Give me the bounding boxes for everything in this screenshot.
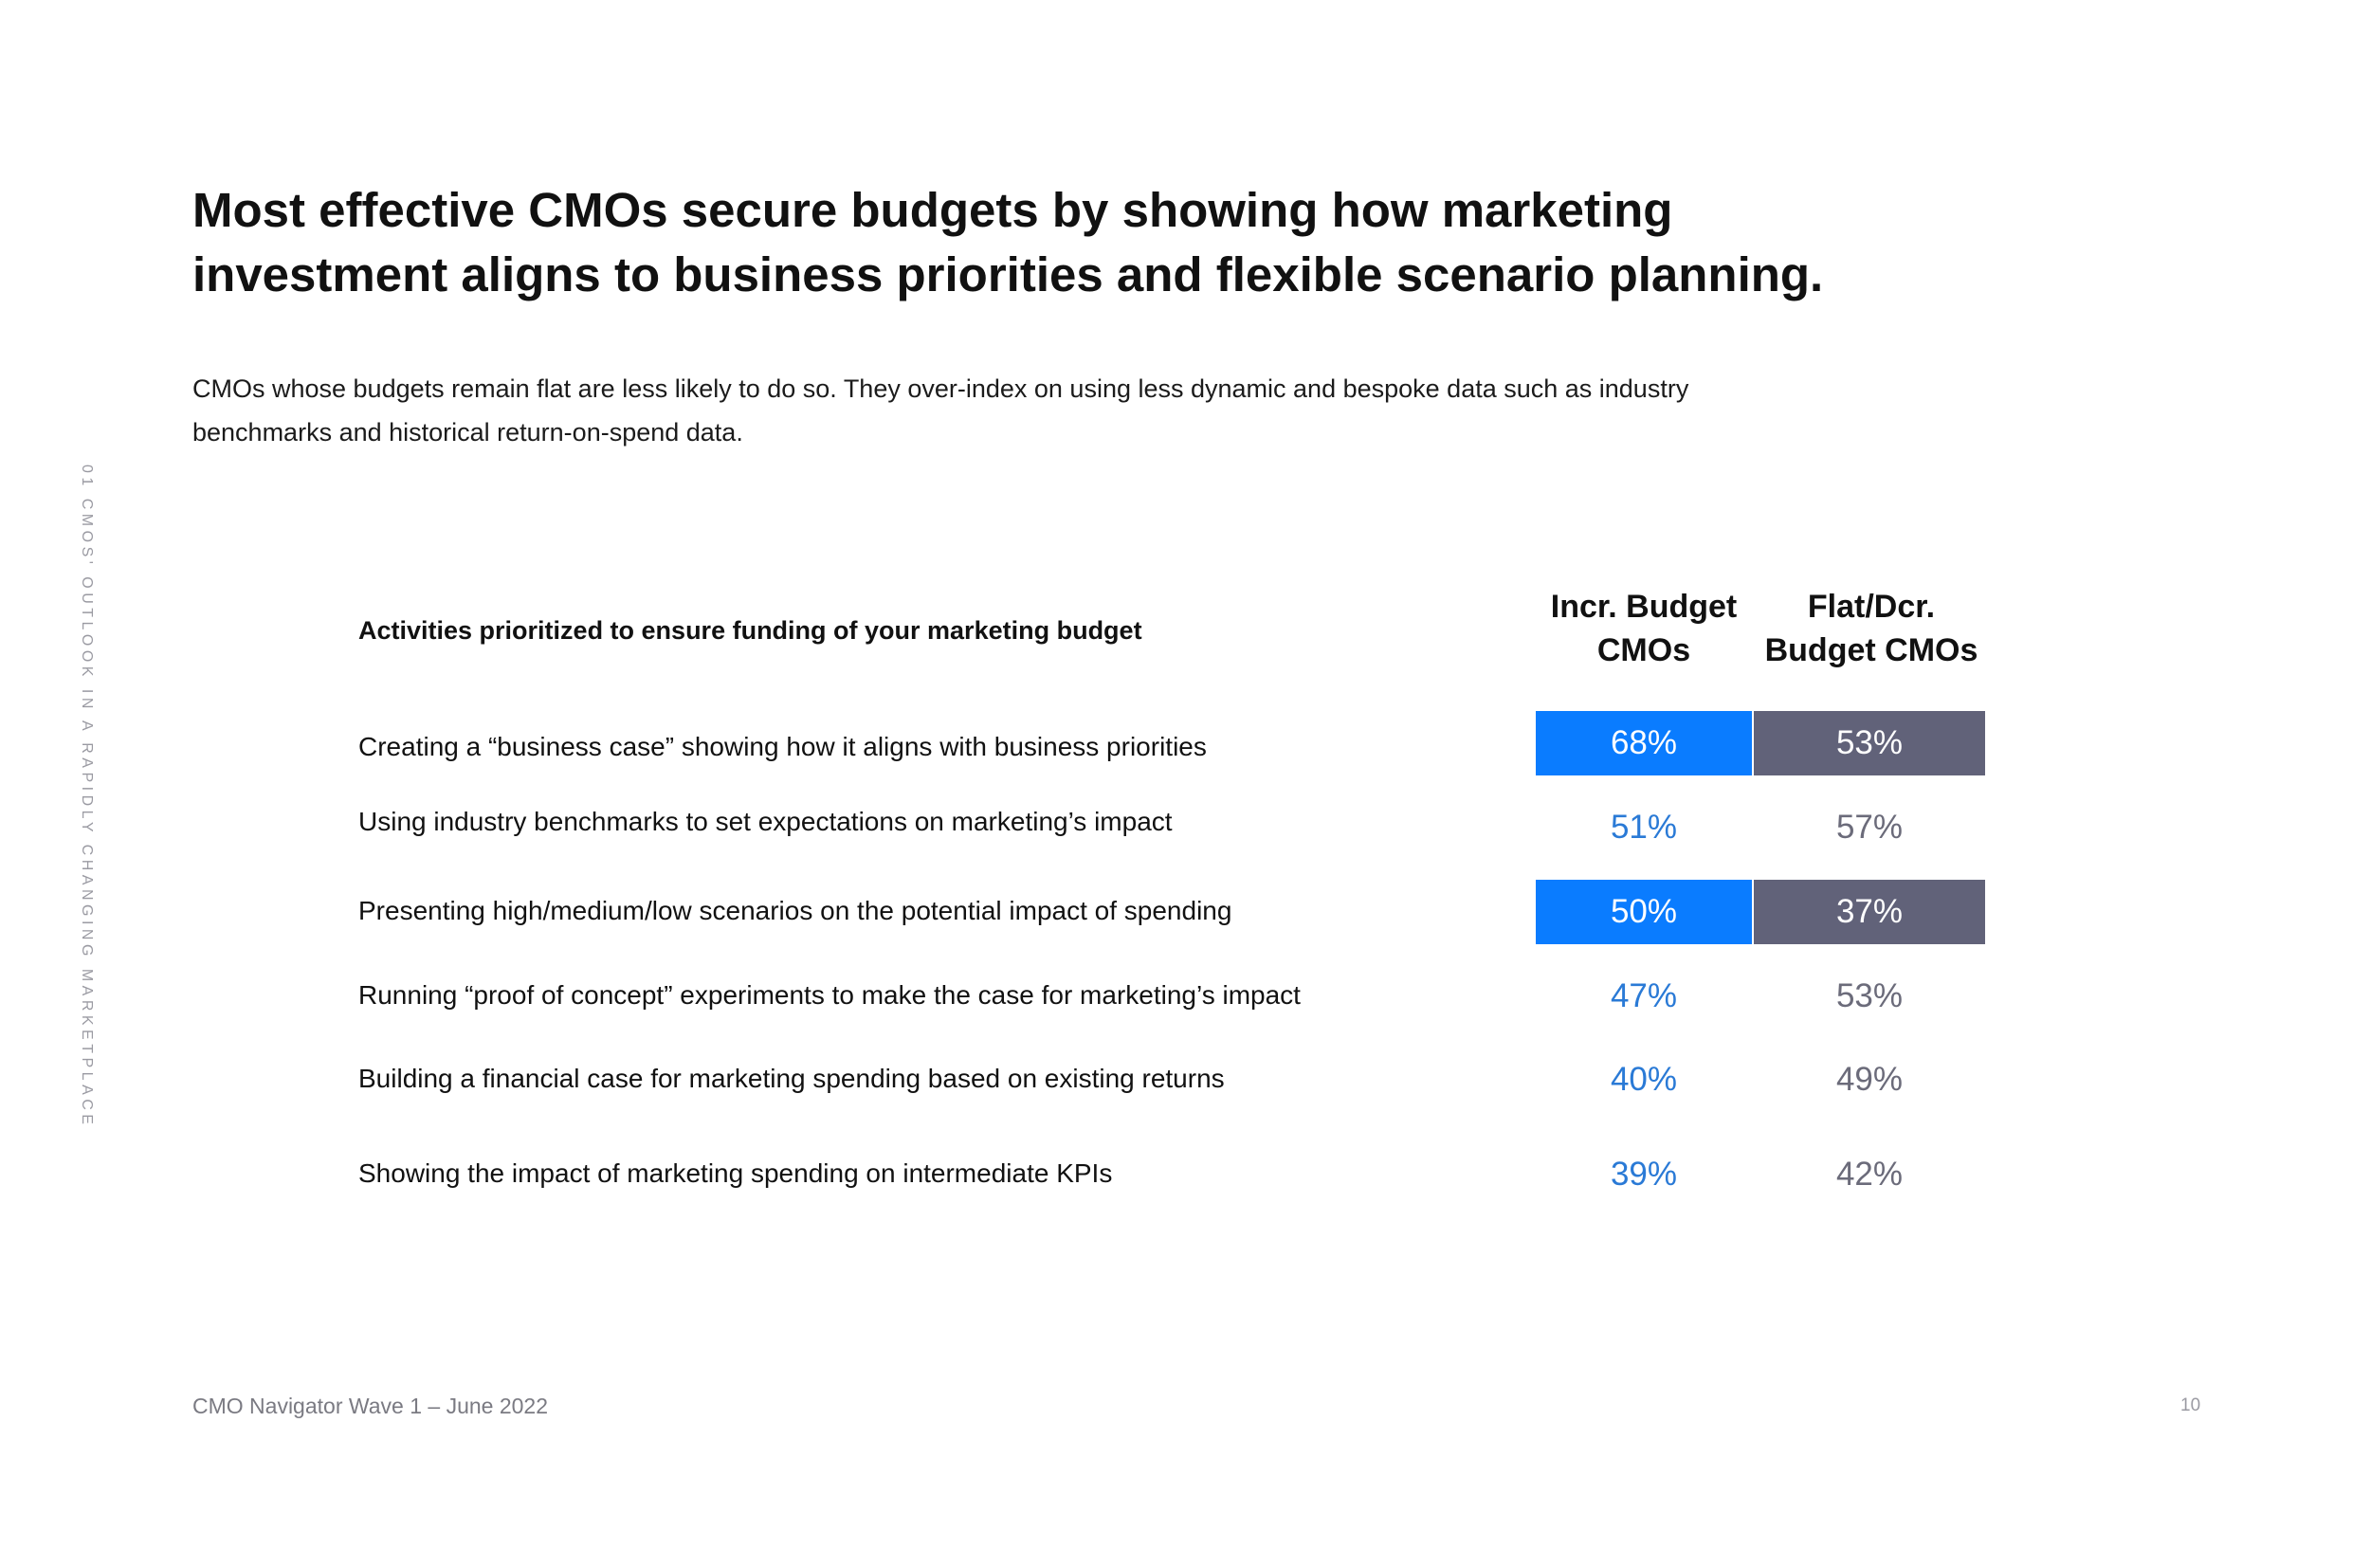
incr-value-cell: 51% [1610, 809, 1678, 846]
incr-value-cell: 40% [1610, 1061, 1678, 1098]
flat-value-cell: 53% [1835, 977, 1904, 1014]
table-header: Activities prioritized to ensure funding… [358, 616, 1142, 645]
incr-value-cell: 50% [1536, 880, 1752, 944]
column-header-flat-line-1: Flat/Dcr. [1807, 589, 1936, 625]
row-label: Showing the impact of marketing spending… [358, 1158, 1113, 1188]
flat-value-cell: 37% [1754, 880, 1985, 944]
page-number: 10 [2180, 1395, 2201, 1415]
section-side-label: 01 CMOS' OUTLOOK IN A RAPIDLY CHANGING M… [79, 465, 95, 1129]
flat-value-cell: 57% [1835, 809, 1904, 846]
column-header-flat-budget: Flat/Dcr. Budget CMOs [1762, 585, 1980, 672]
page-title: Most effective CMOs secure budgets by sh… [192, 178, 1994, 307]
row-label: Running “proof of concept” experiments t… [358, 980, 1301, 1010]
incr-value-cell: 47% [1610, 977, 1678, 1014]
column-header-incr-budget: Incr. Budget CMOs [1535, 585, 1753, 672]
row-label: Presenting high/medium/low scenarios on … [358, 896, 1232, 925]
column-header-incr-line-2: CMOs [1596, 632, 1691, 668]
row-label: Building a financial case for marketing … [358, 1064, 1225, 1093]
row-label: Using industry benchmarks to set expecta… [358, 807, 1173, 836]
footer-source: CMO Navigator Wave 1 – June 2022 [192, 1394, 548, 1418]
flat-value-cell: 53% [1754, 711, 1985, 775]
column-header-flat-line-2: Budget CMOs [1764, 632, 1978, 668]
intro-line-2: benchmarks and historical return-on-spen… [192, 418, 743, 447]
title-line-1: Most effective CMOs secure budgets by sh… [192, 183, 1673, 237]
incr-value-cell: 39% [1610, 1156, 1678, 1193]
title-line-2: investment aligns to business priorities… [192, 247, 1824, 301]
flat-value-cell: 49% [1835, 1061, 1904, 1098]
intro-paragraph: CMOs whose budgets remain flat are less … [192, 367, 1994, 454]
incr-value-cell: 68% [1536, 711, 1752, 775]
intro-line-1: CMOs whose budgets remain flat are less … [192, 374, 1689, 403]
column-header-incr-line-1: Incr. Budget [1550, 589, 1738, 625]
row-label: Creating a “business case” showing how i… [358, 732, 1207, 761]
flat-value-cell: 42% [1835, 1156, 1904, 1193]
